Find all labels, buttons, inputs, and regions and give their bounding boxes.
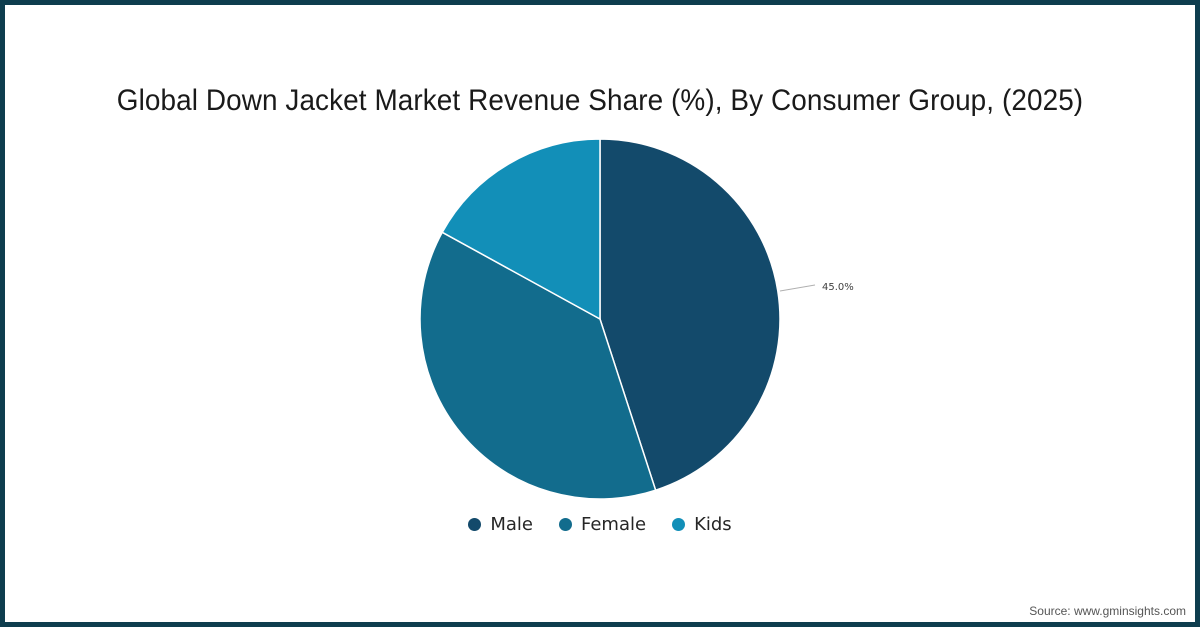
legend-dot-icon xyxy=(468,518,482,531)
legend-item-male[interactable]: Male xyxy=(468,514,533,535)
leader-line-male xyxy=(779,284,816,292)
source-note: Source: www.gminsights.com xyxy=(1029,604,1186,618)
pie-slice-kids[interactable] xyxy=(441,138,601,321)
legend-label: Kids xyxy=(694,514,732,535)
legend-label: Female xyxy=(580,514,647,535)
legend-item-kids[interactable]: Kids xyxy=(672,514,732,535)
legend-item-female[interactable]: Female xyxy=(558,514,647,535)
pie-slices xyxy=(419,138,781,500)
legend-dot-icon xyxy=(558,518,572,531)
legend-label: Male xyxy=(490,514,533,535)
data-label-male: 45.0% xyxy=(822,282,854,293)
pie-slice-female[interactable] xyxy=(419,231,657,500)
chart-title: Global Down Jacket Market Revenue Share … xyxy=(116,84,1084,117)
legend-dot-icon xyxy=(672,518,686,531)
legend: Male Female Kids xyxy=(0,514,1200,535)
pie-slice-male[interactable] xyxy=(599,138,781,492)
